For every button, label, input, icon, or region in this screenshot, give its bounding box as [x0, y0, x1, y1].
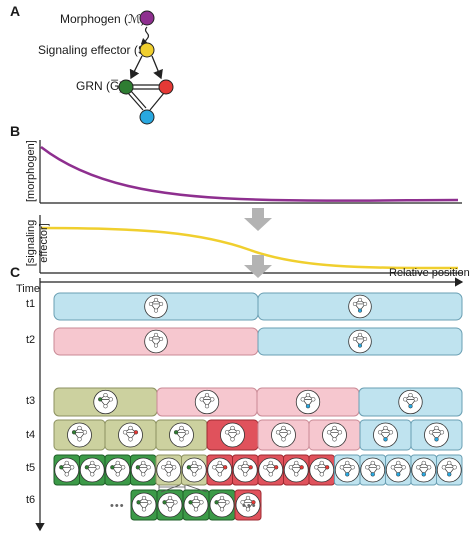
grn-motif-icon — [235, 492, 261, 518]
row-label-t1: t1 — [26, 298, 36, 310]
panel-c-letter: C — [10, 264, 21, 280]
grn-motif-icon — [220, 422, 245, 448]
effector-node — [139, 42, 155, 58]
cell-rows — [53, 292, 463, 521]
morphogen-curve — [40, 146, 459, 202]
grn-motif-icon — [156, 457, 182, 483]
grn-blue-node — [139, 109, 155, 125]
grn-motif-icon — [271, 422, 296, 448]
grn-motif-icon — [348, 294, 372, 319]
grn-red-node — [158, 79, 174, 95]
relative-position-label: Relative position — [389, 267, 470, 279]
effector-to-green-arrow — [129, 55, 143, 80]
grn-motif-icon — [67, 422, 92, 448]
grn-motif-icon — [322, 422, 347, 448]
grn-motif-icon — [194, 389, 220, 415]
grn-motif-icon — [144, 329, 168, 354]
time-axis-label: Time — [16, 283, 41, 295]
row-label-t5: t5 — [26, 462, 36, 474]
morphogen-node — [139, 10, 155, 26]
grn-motif-icon — [373, 422, 398, 448]
gray-arrow-1 — [244, 208, 272, 231]
effector-ylabel-line2: effector] — [38, 223, 50, 263]
grn-motif-icon — [232, 457, 258, 483]
grn-motif-icon — [209, 492, 235, 518]
morphogen-ylabel: [morphogen] — [25, 140, 37, 202]
grn-motif-icon — [385, 457, 411, 483]
grn-motif-icon — [183, 492, 209, 518]
grn-motif-icon — [309, 457, 335, 483]
grn-green-node — [118, 79, 134, 95]
effector-to-red-arrow — [151, 55, 163, 80]
grn-motif-icon — [79, 457, 105, 483]
grn-motif-icon — [411, 457, 437, 483]
panel-a-letter: A — [10, 3, 21, 19]
row-label-t6: t6 — [26, 494, 36, 506]
panel-b-letter: B — [10, 123, 21, 139]
grn-motif-icon — [334, 457, 360, 483]
ellipsis-left: ••• — [110, 500, 125, 512]
grn-motif-icon — [348, 329, 372, 354]
row-label-t4: t4 — [26, 429, 36, 441]
grn-motif-icon — [93, 389, 118, 415]
row-label-t3: t3 — [26, 395, 36, 407]
grn-motif-icon — [54, 457, 80, 483]
grn-motif-icon — [157, 492, 183, 518]
grn-motif-icon — [207, 457, 233, 483]
squiggle-arrow — [140, 26, 150, 45]
effector-ylabel-line1: [signaling — [25, 219, 37, 267]
grn-motif-icon — [436, 457, 462, 483]
grn-motif-icon — [398, 389, 423, 415]
grn-motif-icon — [181, 457, 207, 483]
grn-motif-icon — [144, 294, 168, 319]
grn-motif-icon — [105, 457, 131, 483]
grn-motif-icon — [424, 422, 449, 448]
grn-motif-icon — [118, 422, 143, 448]
grn-motif-icon — [258, 457, 284, 483]
grn-motif-icon — [283, 457, 309, 483]
grn-motif-icon — [169, 422, 194, 448]
row-label-t2: t2 — [26, 334, 36, 346]
grn-motif-icon — [295, 389, 321, 415]
ellipsis-right: ••• — [242, 500, 257, 512]
grn-motif-icon — [360, 457, 386, 483]
morphogen-label: Morphogen (ℳ) — [60, 12, 145, 26]
gray-arrow-2 — [244, 255, 272, 278]
grn-label: GRN (G̅) — [76, 79, 124, 93]
grn-motif-icon — [131, 492, 157, 518]
effector-curve — [40, 226, 459, 270]
signaling-effector-label: Signaling effector (S) — [38, 43, 150, 57]
grn-motif-icon — [130, 457, 156, 483]
